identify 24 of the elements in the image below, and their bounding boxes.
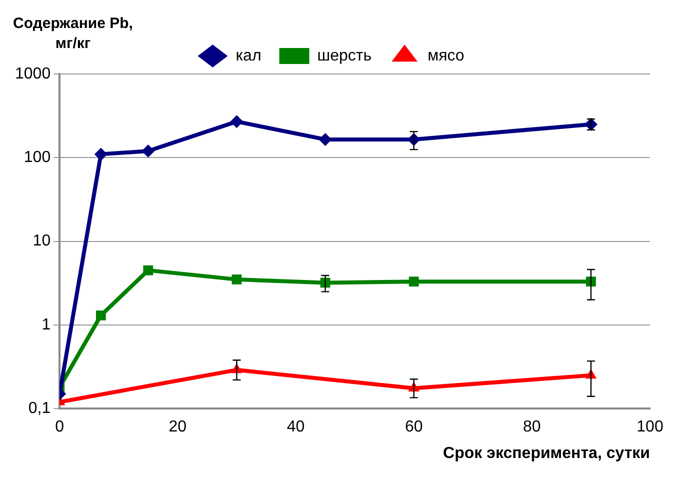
x-tick-label: 40	[286, 418, 305, 436]
point	[318, 132, 332, 146]
point	[230, 115, 244, 128]
point	[142, 144, 155, 158]
point	[96, 310, 106, 320]
y-tick-label: 10	[32, 232, 51, 250]
point	[143, 265, 154, 276]
legend-label: кал	[236, 47, 262, 64]
x-tick-label: 20	[168, 418, 187, 436]
x-tick-label: 0	[55, 418, 64, 436]
x-tick-label: 80	[523, 418, 541, 436]
x-tick-label: 60	[404, 418, 423, 436]
point	[94, 148, 108, 161]
point	[408, 276, 419, 287]
y-tick-label: 0,1	[28, 400, 51, 418]
y-tick-label: 1000	[15, 65, 51, 82]
y-tick-label: 100	[24, 149, 51, 166]
x-axis-title: Срок эксперимента, сутки	[443, 444, 650, 462]
y-tick-label: 1	[42, 316, 51, 334]
legend-label: мясо	[428, 47, 464, 64]
y-axis-title: Содержание Pb, мг/кг	[8, 14, 138, 54]
legend-label: шерсть	[317, 47, 372, 64]
x-tick-label: 100	[636, 418, 664, 436]
point	[232, 274, 242, 284]
